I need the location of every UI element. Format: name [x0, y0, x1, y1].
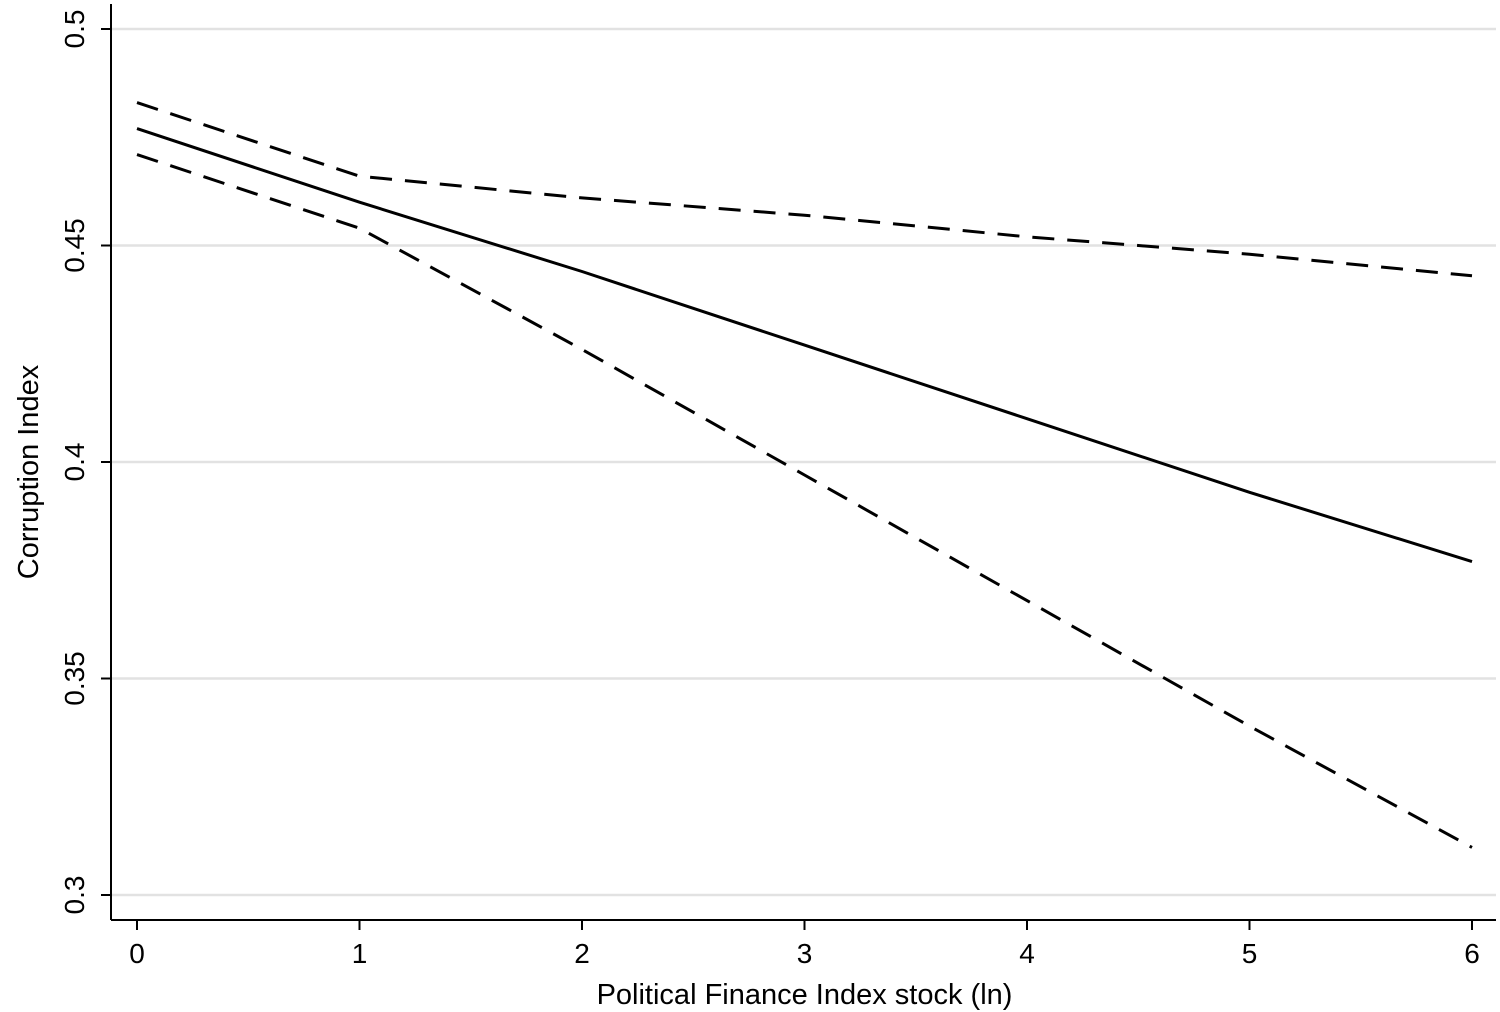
tick-labels: 0 1 2 3 4 5 6 0.3 0.35 0.4 0.45 0.5: [59, 10, 1480, 969]
confidence-bound-line-2: [136, 153, 1473, 849]
gridlines: [111, 27, 1496, 897]
axes: [101, 4, 1496, 930]
x-tick-label-6: 6: [1464, 938, 1480, 969]
y-axis-title: Corruption Index: [13, 364, 45, 579]
x-tick-label-3: 3: [797, 938, 813, 969]
y-tick-label-3: 0.45: [59, 218, 90, 273]
estimate-line-0: [136, 127, 1473, 564]
x-tick-label-0: 0: [129, 938, 145, 969]
series-lines: [136, 101, 1473, 849]
y-tick-label-0: 0.3: [59, 876, 90, 915]
y-tick-label-1: 0.35: [59, 651, 90, 706]
x-axis-title: Political Finance Index stock (ln): [597, 979, 1013, 1011]
y-tick-label-4: 0.5: [59, 10, 90, 49]
y-tick-label-2: 0.4: [59, 443, 90, 482]
x-tick-label-5: 5: [1242, 938, 1258, 969]
x-tick-label-1: 1: [352, 938, 368, 969]
x-tick-label-4: 4: [1019, 938, 1035, 969]
confidence-bound-line-1: [136, 101, 1473, 278]
x-tick-label-2: 2: [574, 938, 590, 969]
